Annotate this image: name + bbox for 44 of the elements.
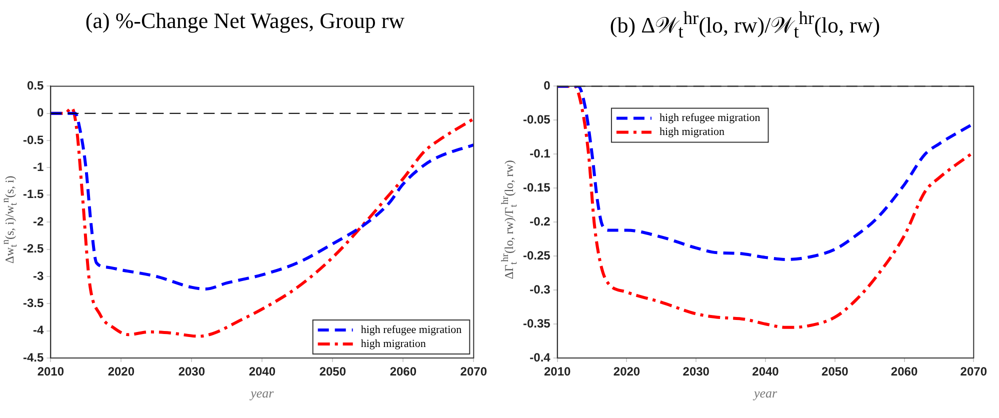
legend-label: high refugee migration <box>659 112 761 124</box>
y-tick-label: -0.15 <box>522 180 551 194</box>
x-tick-label: 2010 <box>37 364 64 379</box>
chart-title: (b) Δ𝒲$_{t}$$^{hr}$(lo, rw)/𝒲$_{t}$$^{hr}$(lo, rw) <box>608 7 882 44</box>
y-tick-label: -4 <box>33 323 44 338</box>
legend-label: high migration <box>360 338 426 350</box>
x-tick-label: 2070 <box>960 364 988 379</box>
x-tick-label: 2020 <box>108 364 135 379</box>
x-axis-title: year <box>752 386 778 401</box>
legend-label: high refugee migration <box>360 324 462 336</box>
y-tick-label: -2.5 <box>22 242 44 256</box>
y-tick-label: -1 <box>33 160 44 174</box>
x-tick-label: 2040 <box>248 364 276 379</box>
y-tick-label: -0.3 <box>530 282 551 296</box>
x-tick-label: 2050 <box>822 364 849 379</box>
x-tick-label: 2060 <box>390 364 417 379</box>
y-tick-label: -3 <box>33 268 44 283</box>
y-tick-label: -0.1 <box>530 146 551 160</box>
x-tick-label: 2030 <box>682 364 710 379</box>
y-tick-label: -3.5 <box>22 296 44 310</box>
x-tick-label: 2050 <box>319 364 346 379</box>
x-tick-label: 2010 <box>544 364 572 379</box>
x-tick-label: 2030 <box>178 364 206 379</box>
y-tick-label: -0.05 <box>522 112 551 126</box>
y-tick-label: 0 <box>544 78 551 93</box>
y-tick-label: -0.4 <box>530 350 551 364</box>
y-tick-label: 0 <box>36 106 44 120</box>
legend-label: high migration <box>659 126 726 138</box>
y-tick-label: -1.5 <box>22 187 44 202</box>
x-tick-label: 2040 <box>752 364 780 379</box>
chart-title: (a) %-Change Net Wages, Group rw <box>84 7 406 35</box>
y-tick-label: -0.35 <box>522 316 551 330</box>
y-tick-label: -4.5 <box>22 350 44 364</box>
line-series <box>557 86 974 261</box>
y-tick-label: -2 <box>33 214 44 228</box>
x-tick-label: 2070 <box>460 364 488 379</box>
x-tick-label: 2020 <box>613 364 640 379</box>
y-tick-label: -0.2 <box>530 214 551 228</box>
x-tick-label: 2060 <box>890 364 918 379</box>
line-series <box>50 112 474 290</box>
y-tick-label: 0.5 <box>26 78 44 93</box>
y-tick-label: -0.5 <box>22 132 44 147</box>
y-tick-label: -0.25 <box>522 248 551 262</box>
x-axis-title: year <box>248 386 275 401</box>
